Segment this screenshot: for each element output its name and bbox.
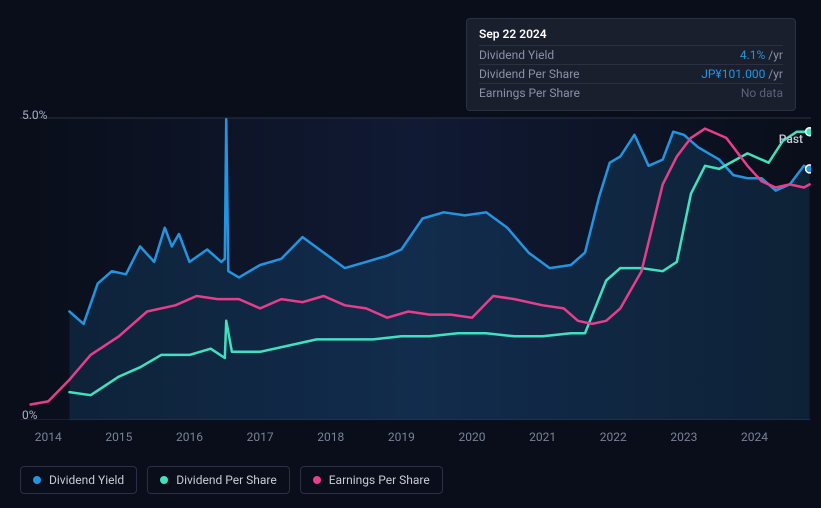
chart-svg [20, 110, 811, 420]
x-tick: 2015 [105, 430, 132, 444]
x-tick: 2019 [388, 430, 415, 444]
legend-label: Earnings Per Share [329, 473, 430, 487]
series-end-dot [806, 128, 811, 136]
tooltip-row: Dividend Yield 4.1% /yr [479, 45, 783, 64]
tooltip-rows: Dividend Yield 4.1% /yr Dividend Per Share… [479, 45, 783, 102]
chart-plot-area[interactable]: 5.0% 0% Past [20, 110, 811, 420]
chart-tooltip: Sep 22 2024 Dividend Yield4.1% /yrDivide… [466, 18, 796, 111]
tooltip-row-value: No data [741, 86, 783, 100]
tooltip-date: Sep 22 2024 [479, 27, 783, 41]
x-tick: 2014 [35, 430, 62, 444]
x-axis: 2014 2015 2016 2017 2018 2019 2020 2021 2022 2023… [20, 430, 811, 450]
x-tick: 2021 [529, 430, 556, 444]
x-tick: 2016 [176, 430, 203, 444]
x-tick: 2022 [600, 430, 627, 444]
tooltip-row-label: Earnings Per Share [479, 86, 580, 100]
x-tick: 2024 [741, 430, 768, 444]
y-axis-min-label: 0% [22, 408, 38, 422]
tooltip-row: Dividend Per Share JP¥101.000 /yr [479, 64, 783, 83]
x-tick: 2020 [459, 430, 486, 444]
tooltip-row-value: JP¥101.000 /yr [701, 67, 783, 81]
chart-layers [20, 118, 811, 420]
legend-dot-icon [313, 476, 321, 484]
chart-container: Sep 22 2024 Dividend Yield4.1% /yrDivide… [0, 0, 821, 508]
y-axis-max-label: 5.0% [22, 108, 47, 122]
x-tick: 2018 [317, 430, 344, 444]
tooltip-row-label: Dividend Per Share [479, 67, 580, 81]
legend-label: Dividend Yield [49, 473, 124, 487]
x-tick: 2017 [247, 430, 274, 444]
legend: Dividend Yield Dividend Per Share Earnings… [20, 466, 443, 494]
legend-item[interactable]: Earnings Per Share [300, 466, 443, 494]
past-label: Past [779, 132, 803, 146]
legend-label: Dividend Per Share [176, 473, 277, 487]
legend-dot-icon [33, 476, 41, 484]
x-tick: 2023 [670, 430, 697, 444]
series-end-dot [806, 165, 811, 173]
tooltip-row-value: 4.1% /yr [740, 48, 783, 62]
legend-item[interactable]: Dividend Yield [20, 466, 137, 494]
tooltip-row: Earnings Per Share No data [479, 83, 783, 102]
tooltip-row-label: Dividend Yield [479, 48, 554, 62]
legend-dot-icon [160, 476, 168, 484]
legend-item[interactable]: Dividend Per Share [147, 466, 290, 494]
